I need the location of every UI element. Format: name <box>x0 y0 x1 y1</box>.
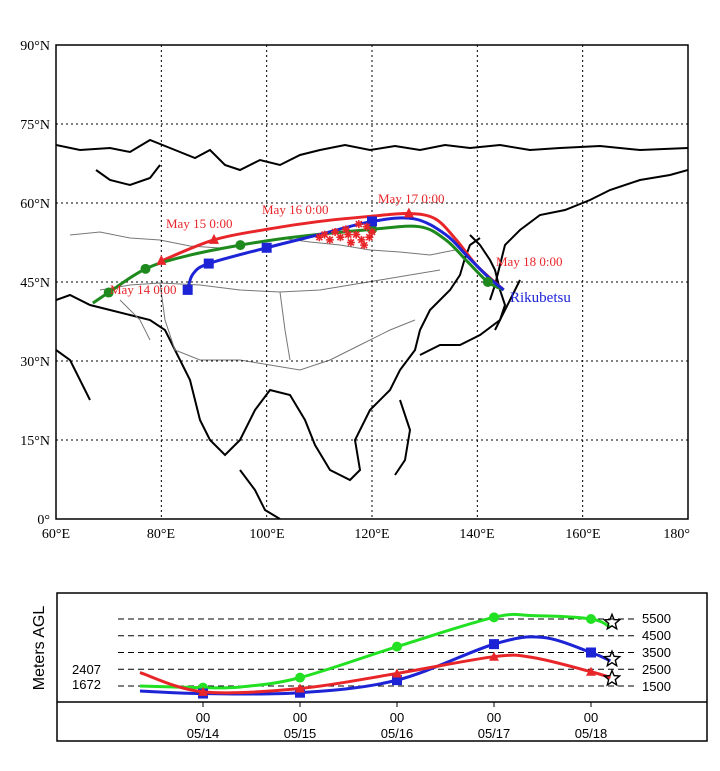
profile-marker-blue <box>586 647 596 658</box>
green-circle-marker <box>482 277 493 287</box>
blue-square-marker <box>367 216 377 227</box>
fire-marker <box>352 230 361 239</box>
height-profile: Meters AGL 5500 4500 3500 2500 1500 2407… <box>31 592 708 742</box>
star-icon <box>602 649 622 668</box>
trajectory-red <box>160 211 505 292</box>
fire-marker <box>344 230 353 239</box>
right-value: 4500 <box>642 628 671 643</box>
profile-line-red <box>139 653 611 695</box>
lon-label: 160°E <box>565 527 600 540</box>
map-grid <box>56 45 688 519</box>
lon-label: 60°E <box>42 527 70 540</box>
lon-label: 120°E <box>354 527 389 540</box>
fire-marker <box>341 225 350 234</box>
fire-marker <box>357 235 366 244</box>
right-value: 2500 <box>642 662 671 677</box>
lat-axis-labels: 90°N 75°N 60°N 45°N 30°N 15°N 0° <box>20 39 50 528</box>
x-tick-hour: 00 <box>487 710 501 725</box>
time-label-may15: May 15 0:00 <box>166 216 232 231</box>
x-tick-hour: 00 <box>584 710 598 725</box>
x-tick-date: 05/14 <box>187 726 220 741</box>
lon-axis-labels: 60°E 80°E 100°E 120°E 140°E 160°E 180° <box>42 527 690 540</box>
profile-marker-blue <box>489 639 499 650</box>
profile-marker-blue <box>392 675 402 686</box>
red-triangle-marker <box>403 207 414 218</box>
profile-marker-green <box>392 641 402 652</box>
lat-label: 60°N <box>20 197 50 212</box>
profile-marker-green <box>586 614 596 624</box>
blue-square-marker <box>261 242 272 253</box>
fire-marker <box>360 241 369 250</box>
profile-marker-green <box>295 672 305 683</box>
lon-label: 80°E <box>147 527 175 540</box>
left-value-bottom: 1672 <box>72 677 101 692</box>
x-tick-date: 05/18 <box>575 726 608 741</box>
profile-series <box>139 612 612 699</box>
profile-marker-green <box>489 612 499 623</box>
time-label-may14: May 14 0:00 <box>110 282 176 297</box>
blue-square-marker <box>203 258 214 269</box>
fire-marker <box>354 220 363 229</box>
time-label-may16: May 16 0:00 <box>262 202 328 217</box>
profile-marker-red <box>392 668 402 678</box>
x-tick-hour: 00 <box>390 710 404 725</box>
lat-label: 90°N <box>20 39 50 54</box>
fire-marker <box>365 233 374 242</box>
red-triangle-marker <box>156 254 167 265</box>
right-value: 1500 <box>642 679 671 694</box>
red-triangle-marker <box>209 233 219 244</box>
right-value: 3500 <box>642 645 671 660</box>
profile-marker-red <box>489 651 499 661</box>
x-tick-hour: 00 <box>293 710 307 725</box>
x-tick-date: 05/17 <box>478 726 511 741</box>
time-label-may17: May 17 0:00 <box>378 191 444 206</box>
lat-label: 30°N <box>20 355 50 370</box>
coastline <box>56 138 688 519</box>
x-ticks: 00 00 00 00 00 05/14 05/15 05/16 05/17 0… <box>187 710 608 741</box>
green-circle-marker <box>103 287 114 298</box>
fire-marker <box>331 227 340 236</box>
fire-markers <box>315 220 376 250</box>
site-label: Rikubetsu <box>510 290 571 306</box>
lat-label: 45°N <box>20 276 50 291</box>
profile-marker-blue <box>295 687 305 698</box>
profile-frame <box>56 592 708 742</box>
map-content: May 14 0:00 May 15 0:00 May 16 0:00 May … <box>56 45 688 519</box>
fire-marker <box>320 230 329 239</box>
fire-marker <box>368 227 376 236</box>
lat-label: 0° <box>37 513 50 528</box>
trajectory-map: May 14 0:00 May 15 0:00 May 16 0:00 May … <box>20 39 690 540</box>
star-icon <box>602 612 622 631</box>
fire-marker <box>362 222 371 231</box>
blue-square-marker <box>182 284 193 295</box>
lon-label: 100°E <box>249 527 284 540</box>
profile-marker-red <box>586 666 596 676</box>
profile-marker-red <box>198 686 208 696</box>
right-values: 5500 4500 3500 2500 1500 <box>642 611 671 694</box>
fire-marker <box>336 233 345 242</box>
profile-marker-red <box>295 683 305 693</box>
lat-label: 15°N <box>20 434 50 449</box>
endpoint-stars <box>602 612 622 687</box>
green-circle-marker <box>235 240 246 251</box>
fire-marker <box>346 238 355 247</box>
left-value-top: 2407 <box>72 662 101 677</box>
star-icon <box>602 668 622 687</box>
tick-marks <box>202 702 592 707</box>
fire-marker <box>325 235 334 244</box>
x-tick-hour: 00 <box>196 710 210 725</box>
fire-marker <box>315 233 324 242</box>
time-label-may18: May 18 0:00 <box>496 254 562 269</box>
profile-ylabel: Meters AGL <box>31 606 48 691</box>
green-circle-marker <box>140 263 151 274</box>
x-tick-date: 05/16 <box>381 726 414 741</box>
lon-label: 140°E <box>459 527 494 540</box>
lat-label: 75°N <box>20 118 50 133</box>
x-tick-date: 05/15 <box>284 726 317 741</box>
right-value: 5500 <box>642 611 671 626</box>
lon-label: 180° <box>663 527 690 540</box>
